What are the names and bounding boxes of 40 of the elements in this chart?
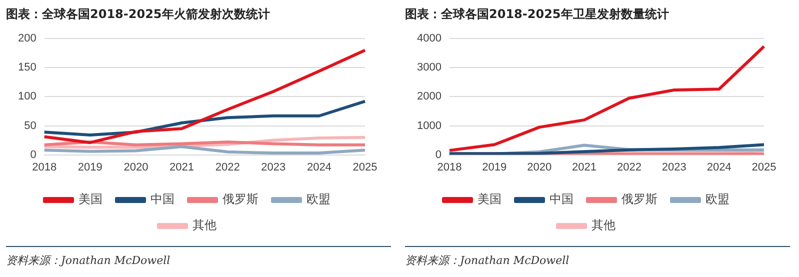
legend-label: 欧盟 (706, 192, 730, 206)
legend-label: 中国 (150, 192, 174, 206)
chart-title: 图表：全球各国2018-2025年火箭发射次数统计 (6, 6, 271, 23)
y-tick-label: 2000 (416, 90, 442, 103)
y-tick-label: 3000 (416, 62, 442, 74)
x-tick-label: 2023 (261, 161, 286, 174)
text: 资料来源：Jonathan McDowell (405, 246, 790, 268)
chart-title: 图表：全球各国2018-2025年卫星发射数量统计 (405, 6, 670, 23)
y-tick-label: 1000 (416, 120, 442, 132)
x-tick-label: 2021 (170, 161, 194, 174)
x-tick-label: 2019 (78, 161, 102, 174)
x-tick-label: 2018 (32, 161, 57, 174)
text: 资料来源：Jonathan McDowell (6, 246, 391, 268)
legend-label: 美国 (78, 192, 102, 206)
y-tick-label: 100 (18, 90, 36, 103)
x-tick-label: 2023 (662, 161, 686, 174)
legend-label: 欧盟 (306, 192, 330, 206)
legend-label: 美国 (478, 192, 502, 206)
legend-label: 其他 (192, 218, 216, 232)
legend-label: 中国 (550, 192, 574, 206)
x-tick-label: 2021 (572, 161, 597, 174)
x-tick-label: 2024 (706, 161, 732, 174)
y-tick-label: 0 (435, 148, 442, 161)
y-tick-label: 150 (18, 62, 36, 74)
y-tick-label: 200 (18, 32, 36, 45)
x-tick-label: 2024 (306, 161, 332, 174)
x-tick-label: 2020 (527, 161, 552, 174)
legend-label: 俄罗斯 (222, 192, 258, 206)
legend-label: 俄罗斯 (622, 192, 658, 206)
legend-label: 其他 (592, 218, 616, 232)
x-tick-label: 2018 (437, 161, 462, 174)
x-tick-label: 2019 (482, 161, 507, 174)
x-tick-label: 2022 (215, 161, 240, 174)
x-tick-label: 2025 (352, 161, 378, 174)
x-tick-label: 2025 (752, 161, 776, 174)
y-tick-label: 50 (24, 120, 36, 132)
y-tick-label: 4000 (416, 32, 442, 45)
x-tick-label: 2020 (124, 161, 148, 174)
y-tick-label: 0 (30, 148, 36, 161)
x-tick-label: 2022 (616, 161, 642, 174)
